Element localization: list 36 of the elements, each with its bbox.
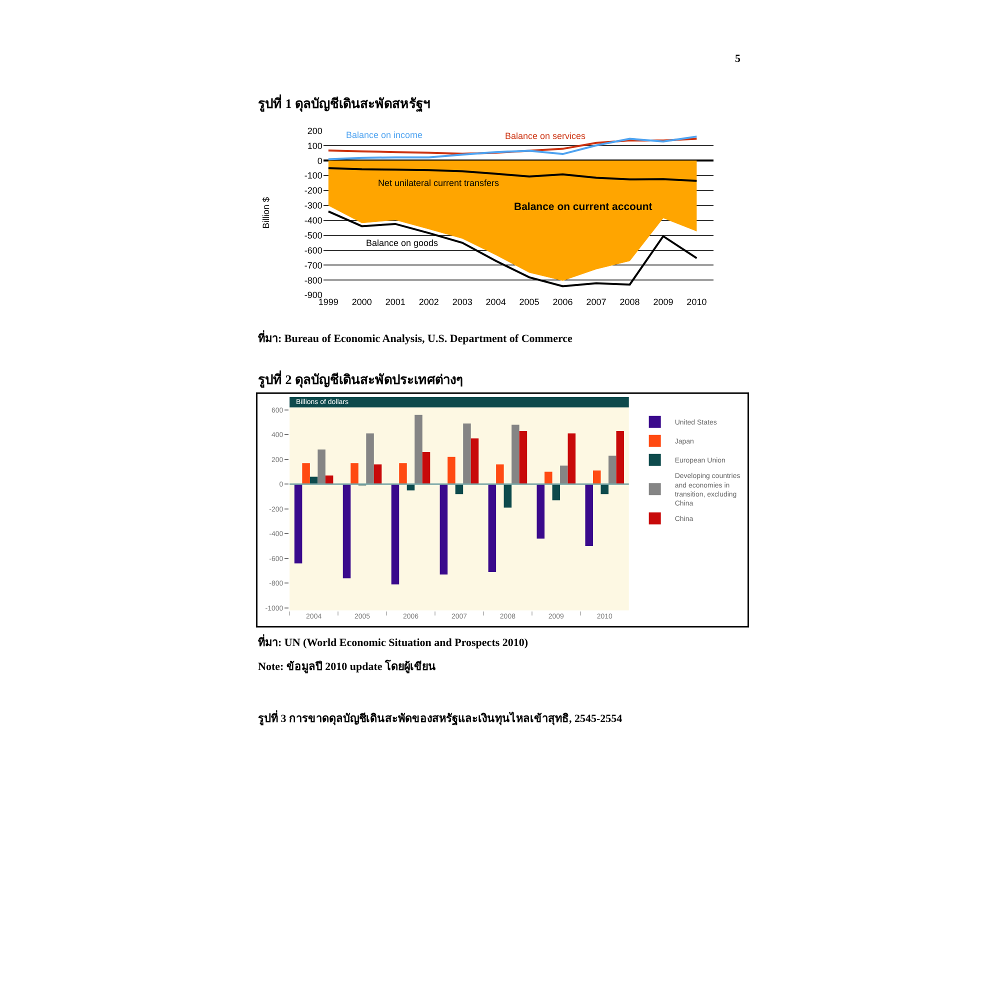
y-tick-label: -500 — [304, 230, 322, 240]
chart-title: รูปที่ 2 ดุลบัญชีเดินสะพัดประเทศต่างๆ — [258, 370, 463, 388]
series-label: Net unilateral current transfers — [378, 178, 500, 188]
chart-title: รูปที่ 1 ดุลบัญชีเดินสะพัดสหรัฐฯ — [258, 94, 430, 113]
x-tick-label: 2008 — [620, 297, 640, 308]
series-label: Balance on services — [505, 131, 586, 141]
x-tick-label: 2002 — [418, 297, 439, 308]
series-label: Balance on income — [346, 130, 423, 140]
text: Note: ข้อมูลปี 2010 update โดยผู้เขียน — [258, 659, 436, 674]
x-tick-label: 2007 — [586, 297, 606, 308]
y-tick-label: 100 — [307, 140, 322, 151]
text: 5 — [735, 53, 741, 65]
series-label: Balance on goods — [366, 238, 439, 248]
x-tick-label: 2006 — [552, 297, 573, 308]
y-tick-label: -100 — [304, 170, 322, 181]
y-tick-label: -400 — [304, 216, 322, 226]
x-tick-label: 1999 — [318, 297, 338, 308]
y-tick-label: 0 — [317, 156, 322, 166]
text: ที่มา: UN (World Economic Situation and Prospects 2010) — [258, 634, 528, 649]
y-tick-label: -600 — [304, 245, 322, 256]
y-tick-label: -800 — [304, 275, 322, 286]
y-tick-label: -700 — [304, 260, 322, 270]
x-tick-label: 2009 — [653, 297, 674, 308]
y-axis-title: Billion $ — [260, 197, 271, 229]
x-tick-label: 2001 — [385, 297, 406, 308]
x-tick-label: 2004 — [486, 297, 506, 308]
y-tick-label: 200 — [307, 126, 322, 136]
x-tick-label: 2005 — [519, 297, 540, 308]
text: ที่มา: Bureau of Economic Analysis, U.S. Department of Commerce — [258, 330, 573, 345]
y-tick-label: -200 — [304, 186, 322, 196]
x-tick-label: 2003 — [452, 297, 472, 308]
y-tick-label: -300 — [304, 200, 322, 211]
x-tick-label: 2000 — [352, 297, 372, 308]
series-label: Balance on current account — [514, 201, 653, 213]
text: รูปที่ 3 การขาดดุลบัญชีเดินสะพัดของสหรัฐและเงินทุนไหลเข้าสุทธิ, 2545-2554 — [258, 710, 623, 726]
x-tick-label: 2010 — [686, 297, 707, 308]
